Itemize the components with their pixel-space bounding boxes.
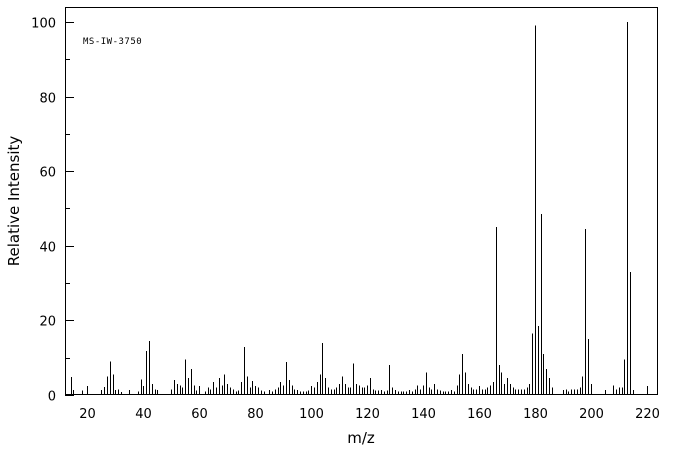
x-tick-label: 140 xyxy=(411,407,436,422)
x-tick-label: 80 xyxy=(247,407,264,422)
x-axis-title: m/z xyxy=(347,429,375,447)
y-tick-label: 40 xyxy=(39,241,56,256)
plot-border xyxy=(65,7,658,395)
y-axis-tick-labels: 0 20 40 60 80 100 xyxy=(31,17,56,405)
y-tick-label: 20 xyxy=(39,315,56,330)
x-tick-label: 100 xyxy=(299,407,324,422)
y-tick-label: 0 xyxy=(48,390,56,405)
x-tick-label: 180 xyxy=(523,407,548,422)
x-tick-label: 220 xyxy=(635,407,660,422)
x-tick-label: 40 xyxy=(135,407,152,422)
peak-series xyxy=(71,21,631,395)
x-tick-label: 120 xyxy=(355,407,380,422)
spectrum-id-annotation: MS-IW-3750 xyxy=(83,37,142,47)
y-tick-label: 100 xyxy=(31,17,56,32)
x-tick-label: 60 xyxy=(191,407,208,422)
plot-frame xyxy=(65,7,658,395)
y-axis-title: Relative Intensity xyxy=(5,136,23,267)
x-axis-tick-labels: 20 40 60 80 100 120 140 160 180 200 220 xyxy=(79,407,660,422)
x-axis-ticks xyxy=(73,386,648,395)
x-tick-label: 20 xyxy=(79,407,96,422)
y-tick-label: 60 xyxy=(39,166,56,181)
x-tick-label: 160 xyxy=(467,407,492,422)
y-tick-label: 80 xyxy=(39,92,56,107)
y-axis-ticks xyxy=(65,22,74,396)
x-tick-label: 200 xyxy=(579,407,604,422)
